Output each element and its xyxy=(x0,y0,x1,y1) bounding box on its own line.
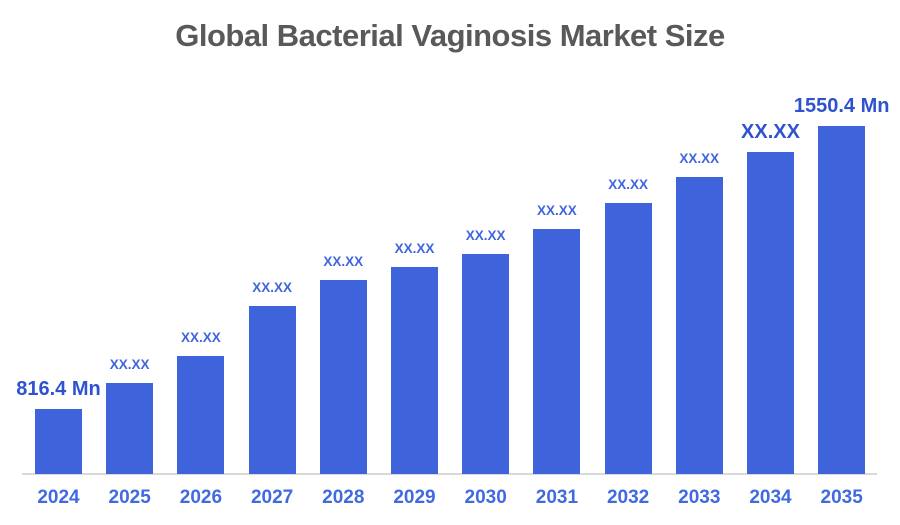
bar-value-label-2035: 1550.4 Mn xyxy=(793,95,890,117)
bar-2031 xyxy=(533,229,581,474)
bar-value-label-2025: XX.XX xyxy=(109,357,150,372)
x-axis-label-2031: 2031 xyxy=(535,487,579,508)
x-axis-label-2033: 2033 xyxy=(678,487,721,508)
bar-2027 xyxy=(248,306,296,474)
x-axis-label-2030: 2030 xyxy=(464,487,507,508)
bar-2033 xyxy=(675,177,723,474)
x-axis-label-2026: 2026 xyxy=(179,487,223,508)
bar-2026 xyxy=(177,356,225,474)
x-axis-label-2035: 2035 xyxy=(820,487,863,508)
bar-2035 xyxy=(818,126,866,474)
bar-2028 xyxy=(319,280,367,474)
x-axis-label-2032: 2032 xyxy=(606,487,650,508)
x-axis-label-2029: 2029 xyxy=(393,487,436,508)
bar-value-label-2029: XX.XX xyxy=(394,241,435,256)
bar-2024 xyxy=(35,409,82,474)
bar-value-label-2024: 816.4 Mn xyxy=(16,378,101,400)
bar-2034 xyxy=(747,152,794,474)
bar-2032 xyxy=(604,203,652,474)
bar-2030 xyxy=(462,254,510,474)
x-axis-label-2028: 2028 xyxy=(322,487,365,508)
bar-value-label-2033: XX.XX xyxy=(679,151,720,166)
bar-value-label-2034: XX.XX xyxy=(741,121,800,143)
chart-title: Global Bacterial Vaginosis Market Size xyxy=(175,18,725,53)
bar-value-label-2027: XX.XX xyxy=(252,280,292,295)
x-axis-label-2024: 2024 xyxy=(37,487,80,508)
bar-value-label-2032: XX.XX xyxy=(608,177,648,192)
bar-value-label-2031: XX.XX xyxy=(537,203,577,218)
bar-2025 xyxy=(106,383,154,474)
x-axis-line xyxy=(22,473,877,475)
x-axis-label-2034: 2034 xyxy=(749,487,792,508)
bar-value-label-2026: XX.XX xyxy=(181,330,221,345)
bar-value-label-2028: XX.XX xyxy=(323,254,364,269)
x-axis-label-2027: 2027 xyxy=(250,487,294,508)
x-axis-label-2025: 2025 xyxy=(108,487,151,508)
bar-value-label-2030: XX.XX xyxy=(465,228,506,243)
bar-2029 xyxy=(391,267,438,474)
